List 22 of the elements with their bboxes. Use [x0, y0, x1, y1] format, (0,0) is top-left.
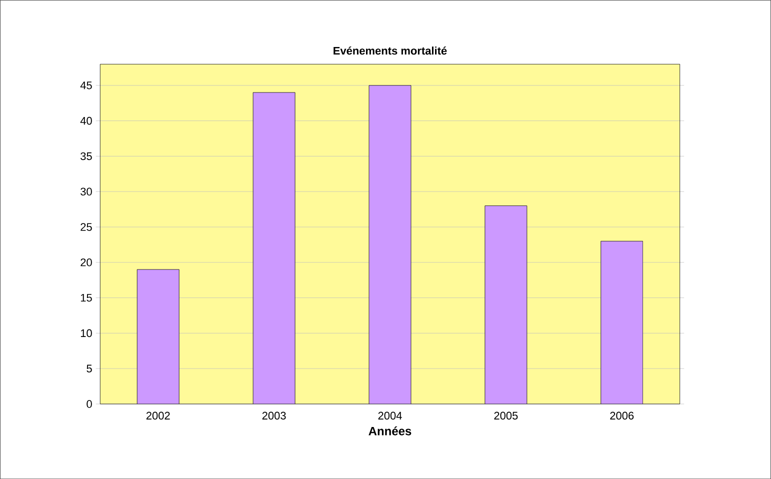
y-tick-label: 45: [80, 82, 92, 90]
x-tick-label: 2004: [378, 412, 402, 420]
bar: [368, 85, 412, 404]
y-tick-label: 20: [80, 258, 92, 266]
y-tick-label: 25: [80, 223, 92, 231]
x-tick-label: 2006: [610, 412, 634, 420]
y-tick-label: 10: [80, 329, 92, 338]
x-tick-label: 2002: [146, 412, 170, 420]
y-tick-label: 15: [80, 294, 92, 302]
bar: [600, 240, 644, 404]
bar: [136, 269, 180, 404]
y-tick-label: 30: [80, 188, 92, 196]
chart-title: Evénements mortalité: [334, 46, 447, 55]
y-tick-label: 0: [86, 400, 92, 408]
x-axis-title: Années: [368, 426, 412, 436]
x-tick-label: 2003: [262, 412, 286, 420]
x-tick-label: 2005: [494, 412, 518, 420]
y-tick-label: 35: [80, 152, 92, 160]
y-tick-label: 5: [86, 364, 92, 372]
y-tick-label: 40: [80, 116, 92, 125]
bar: [252, 92, 296, 404]
bar: [484, 205, 528, 404]
